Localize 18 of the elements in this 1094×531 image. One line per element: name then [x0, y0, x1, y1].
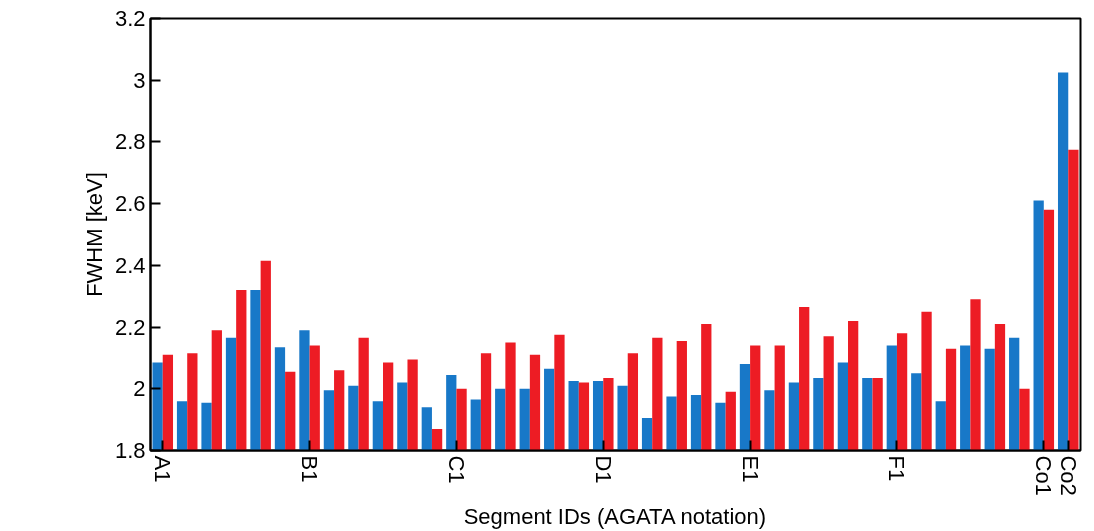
x-tick-label: C1 — [443, 455, 469, 484]
y-tick-label: 3.2 — [114, 6, 146, 31]
y-tick-label: 2 — [133, 376, 146, 402]
x-tick-label: B1 — [297, 455, 323, 483]
y-axis-title: FWHM [keV] — [81, 172, 107, 297]
x-tick-label: F1 — [884, 455, 910, 482]
x-tick-label: D1 — [590, 455, 616, 484]
y-tick-label: 1.8 — [114, 438, 146, 463]
y-tick-label: 2.4 — [114, 252, 146, 278]
y-tick-label: 3 — [133, 67, 146, 93]
y-tick-label: 2.2 — [114, 314, 146, 340]
x-tick-label: Co1 — [1031, 455, 1057, 496]
y-tick-label: 2.8 — [114, 129, 146, 155]
x-tick-label: Co2 — [1055, 455, 1081, 496]
x-axis-title: Segment IDs (AGATA notation) — [463, 503, 767, 529]
x-tick-label: A1 — [150, 455, 176, 483]
y-tick-label: 2.6 — [114, 191, 146, 217]
x-tick-label: E1 — [737, 455, 763, 483]
